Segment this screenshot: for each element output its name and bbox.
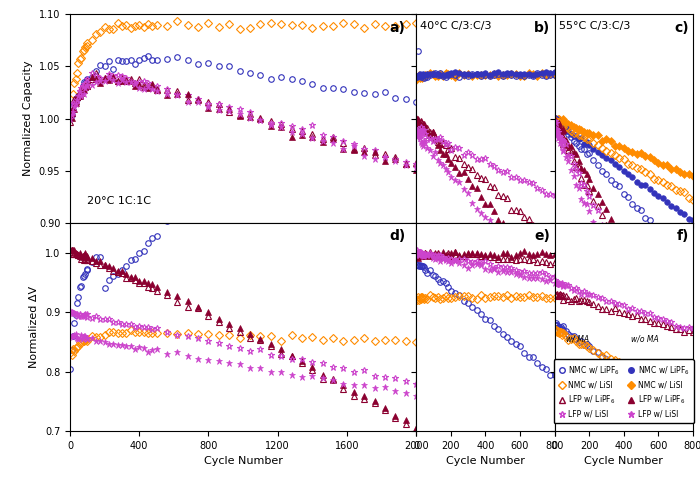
Y-axis label: Normalized Capacity: Normalized Capacity bbox=[23, 61, 33, 176]
Y-axis label: Normalized ΔV: Normalized ΔV bbox=[29, 286, 39, 368]
Text: w/o MA: w/o MA bbox=[631, 335, 659, 343]
X-axis label: Cycle Number: Cycle Number bbox=[584, 456, 663, 467]
Legend: NMC w/ LiPF$_6$, NMC w/ LiSI, LFP w/ LiPF$_6$, LFP w/ LiSI, NMC w/ LiPF$_6$, NMC: NMC w/ LiPF$_6$, NMC w/ LiSI, LFP w/ LiP… bbox=[554, 359, 694, 423]
Text: c): c) bbox=[674, 21, 689, 34]
Text: a): a) bbox=[390, 21, 406, 34]
Text: e): e) bbox=[535, 229, 550, 243]
X-axis label: Cycle Number: Cycle Number bbox=[446, 456, 525, 467]
Text: f): f) bbox=[676, 229, 689, 243]
Text: 40°C C/3:C/3: 40°C C/3:C/3 bbox=[420, 21, 492, 31]
Text: 20°C 1C:1C: 20°C 1C:1C bbox=[88, 196, 151, 206]
Text: b): b) bbox=[534, 21, 550, 34]
X-axis label: Cycle Number: Cycle Number bbox=[204, 456, 283, 467]
Text: 55°C C/3:C/3: 55°C C/3:C/3 bbox=[559, 21, 630, 31]
Text: w/ MA: w/ MA bbox=[566, 335, 589, 343]
Text: d): d) bbox=[389, 229, 406, 243]
